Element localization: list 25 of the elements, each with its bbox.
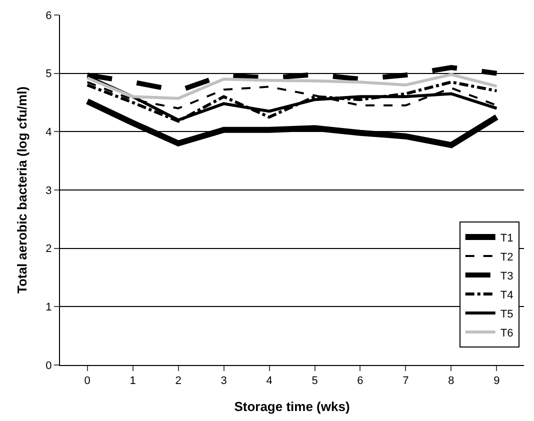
x-tick-label: 3 <box>220 375 227 388</box>
x-axis-title: Storage time (wks) <box>234 398 350 414</box>
legend-label: T2 <box>500 251 514 264</box>
y-tick-label: 3 <box>46 184 52 197</box>
x-tick-label: 0 <box>84 375 90 388</box>
y-tick-label: 6 <box>46 10 52 22</box>
y-tick-label: 0 <box>46 360 52 372</box>
y-tick-label: 1 <box>46 302 52 314</box>
y-tick-label: 5 <box>46 68 52 80</box>
y-axis-title: Total aerobic bacteria (log cfu/ml) <box>14 86 30 294</box>
x-tick-label: 9 <box>494 375 500 388</box>
x-tick-label: 6 <box>357 375 364 388</box>
legend-label: T6 <box>500 327 514 340</box>
legend-label: T1 <box>500 232 514 244</box>
legend-label: T3 <box>500 270 514 282</box>
x-tick-label: 7 <box>402 375 409 388</box>
x-tick-label: 1 <box>130 375 136 388</box>
legend-label: T4 <box>500 289 514 302</box>
x-tick-label: 5 <box>312 375 318 388</box>
y-tick-label: 4 <box>46 126 52 139</box>
y-tick-label: 2 <box>46 243 52 256</box>
legend-label: T5 <box>500 308 514 320</box>
x-tick-label: 2 <box>175 375 182 388</box>
x-tick-label: 8 <box>448 375 454 388</box>
x-tick-label: 4 <box>266 375 272 388</box>
